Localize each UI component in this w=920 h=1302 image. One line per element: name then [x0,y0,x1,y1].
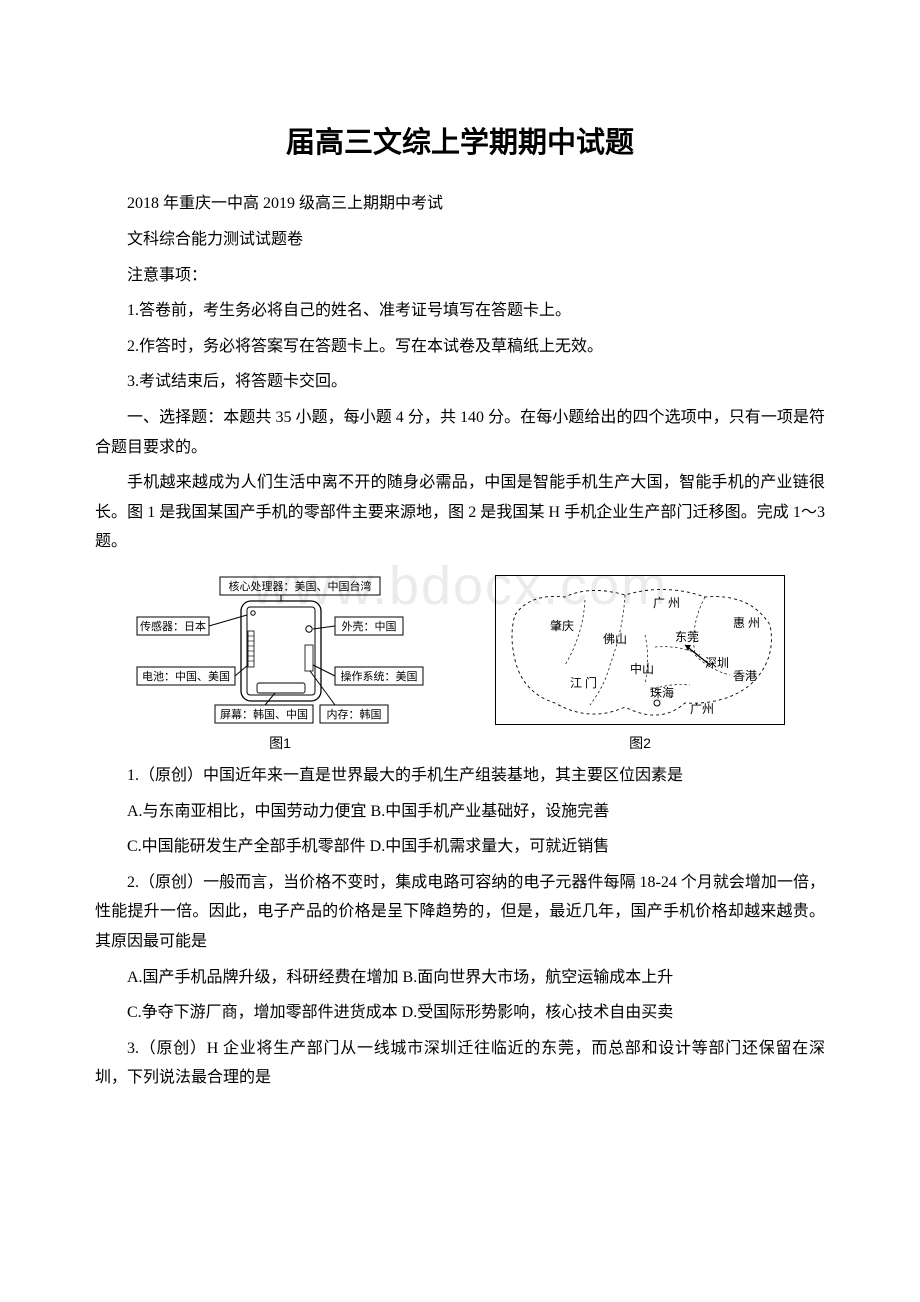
svg-text:珠海: 珠海 [650,685,674,700]
page-title: 届高三文综上学期期中试题 [95,119,825,161]
phone-parts-diagram: 核心处理器：美国、中国台湾 传感器：日本 外壳：中国 电池：中国、美国 操作系统… [135,575,425,725]
svg-text:东莞: 东莞 [675,630,699,644]
svg-text:电池：中国、美国: 电池：中国、美国 [142,670,230,683]
question-2: 2.（原创）一般而言，当价格不变时，集成电路可容纳的电子元器件每隔 18-24 … [95,868,825,957]
svg-text:屏幕：韩国、中国: 屏幕：韩国、中国 [220,707,308,721]
svg-text:佛山: 佛山 [603,632,627,646]
question-2-options-ab: A.国产手机品牌升级，科研经费在增加 B.面向世界大市场，航空运输成本上升 [95,963,825,993]
svg-text:广 州: 广 州 [653,596,680,610]
passage-intro: 手机越来越成为人们生活中离不开的随身必需品，中国是智能手机生产大国，智能手机的产… [95,468,825,557]
city-migration-map: 肇庆 广 州佛山 惠 州东莞中山江 门 深圳香港珠海广州 [495,575,785,725]
notice-item-3: 3.考试结束后，将答题卡交回。 [95,367,825,397]
exam-header-line2: 文科综合能力测试试题卷 [95,225,825,255]
svg-text:外壳：中国: 外壳：中国 [342,619,397,633]
svg-text:香港: 香港 [733,669,757,683]
svg-text:传感器：日本: 传感器：日本 [140,619,206,633]
svg-text:中山: 中山 [630,661,654,676]
notice-item-1: 1.答卷前，考生务必将自己的姓名、准考证号填写在答题卡上。 [95,296,825,326]
figure-2-caption: 图2 [629,733,651,753]
question-1-options-ab: A.与东南亚相比，中国劳动力便宜 B.中国手机产业基础好，设施完善 [95,797,825,827]
figure-1-caption: 图1 [269,733,291,753]
svg-text:广州: 广州 [690,702,714,716]
svg-text:惠 州: 惠 州 [733,616,760,630]
figure-row: 核心处理器：美国、中国台湾 传感器：日本 外壳：中国 电池：中国、美国 操作系统… [95,575,825,753]
svg-text:肇庆: 肇庆 [550,618,574,633]
svg-text:内存：韩国: 内存：韩国 [327,707,382,721]
question-3: 3.（原创）H 企业将生产部门从一线城市深圳迁往临近的东莞，而总部和设计等部门还… [95,1034,825,1093]
question-1-options-cd: C.中国能研发生产全部手机零部件 D.中国手机需求量大，可就近销售 [95,832,825,862]
question-1: 1.（原创）中国近年来一直是世界最大的手机生产组装基地，其主要区位因素是 [95,761,825,791]
svg-text:江 门: 江 门 [570,675,597,690]
svg-text:深圳: 深圳 [705,656,729,670]
svg-text:核心处理器：美国、中国台湾: 核心处理器：美国、中国台湾 [229,579,372,593]
question-2-options-cd: C.争夺下游厂商，增加零部件进货成本 D.受国际形势影响，核心技术自由买卖 [95,998,825,1028]
svg-text:操作系统：美国: 操作系统：美国 [341,669,418,683]
exam-header-line1: 2018 年重庆一中高 2019 级高三上期期中考试 [95,189,825,219]
document-page: 届高三文综上学期期中试题 2018 年重庆一中高 2019 级高三上期期中考试 … [0,0,920,1159]
notice-heading: 注意事项： [95,261,825,291]
section-1-heading: 一、选择题：本题共 35 小题，每小题 4 分，共 140 分。在每小题给出的四… [95,403,825,462]
figure-2: 肇庆 广 州佛山 惠 州东莞中山江 门 深圳香港珠海广州 图2 [495,575,785,753]
notice-item-2: 2.作答时，务必将答案写在答题卡上。写在本试卷及草稿纸上无效。 [95,332,825,362]
figure-1: 核心处理器：美国、中国台湾 传感器：日本 外壳：中国 电池：中国、美国 操作系统… [135,575,425,753]
